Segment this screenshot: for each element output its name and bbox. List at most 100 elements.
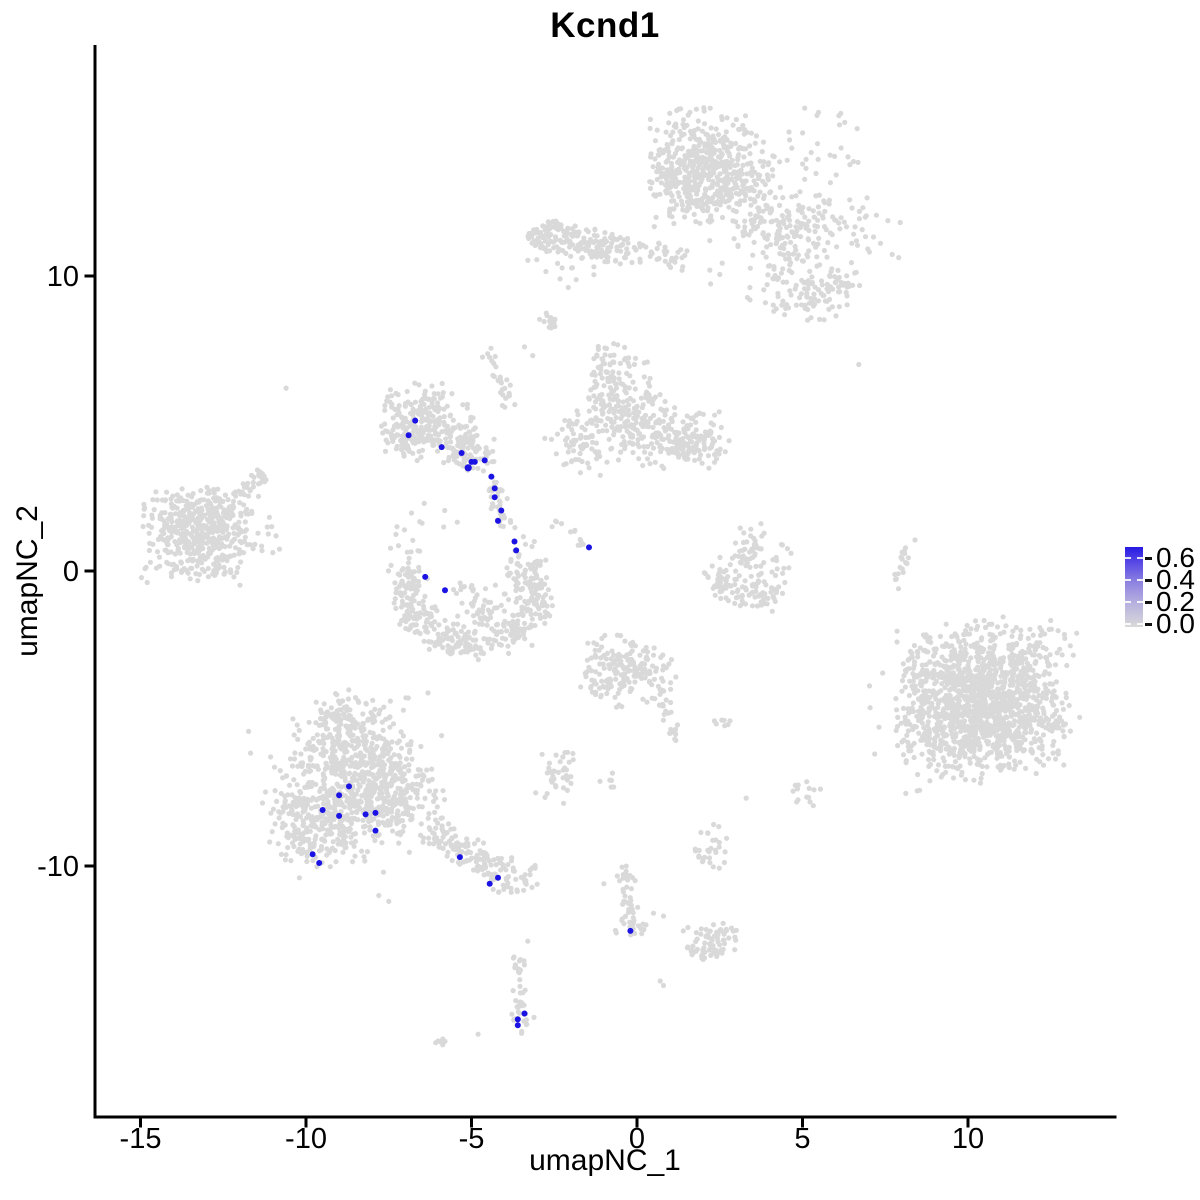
cell-point	[259, 543, 265, 549]
cell-point	[852, 224, 858, 230]
cell-point	[545, 242, 551, 248]
cell-point	[811, 214, 818, 220]
cell-point	[684, 413, 690, 419]
cell-point	[708, 429, 714, 435]
cell-point	[415, 427, 421, 433]
cell-point	[794, 228, 800, 234]
cell-point	[698, 159, 704, 165]
cell-point	[765, 177, 771, 183]
cell-point	[402, 403, 408, 409]
cell-point	[486, 450, 492, 456]
cell-point	[848, 260, 855, 266]
cell-point	[241, 550, 247, 556]
cell-point	[650, 164, 656, 170]
cell-point	[1016, 689, 1022, 695]
cell-point	[430, 404, 436, 410]
cell-point	[1008, 713, 1015, 719]
cell-point	[557, 276, 563, 282]
cell-point	[525, 581, 531, 587]
cell-point	[144, 579, 150, 586]
cell-point	[819, 282, 825, 288]
cell-point	[907, 707, 913, 713]
cell-point	[971, 746, 977, 752]
cell-point	[845, 280, 851, 286]
cell-point	[955, 694, 961, 700]
cell-point	[933, 678, 940, 685]
cell-point	[404, 446, 410, 452]
cell-point	[1032, 646, 1039, 653]
cell-point	[459, 600, 465, 606]
cell-point	[709, 563, 715, 569]
cell-point	[780, 266, 786, 272]
cell-point	[493, 364, 499, 370]
cell-point	[439, 429, 445, 435]
cell-point	[622, 424, 629, 430]
cell-point	[195, 578, 201, 584]
cell-point	[900, 752, 907, 758]
cell-point	[586, 465, 592, 471]
cell-point	[753, 563, 759, 570]
cell-point	[1048, 617, 1054, 624]
cell-point	[934, 721, 940, 727]
cell-point	[221, 507, 227, 513]
cell-point	[585, 229, 591, 235]
cell-point	[199, 530, 205, 536]
cell-point	[635, 437, 641, 443]
cell-point	[141, 513, 147, 519]
cell-point	[201, 512, 207, 519]
cell-point	[644, 359, 651, 365]
cell-point	[1067, 728, 1073, 734]
cell-point	[974, 756, 981, 762]
cell-point	[391, 600, 397, 606]
cell-point	[902, 684, 909, 690]
cell-point	[1011, 722, 1017, 728]
cell-point	[698, 433, 704, 439]
cell-point	[631, 244, 637, 251]
cell-point	[997, 718, 1003, 724]
cell-point	[542, 245, 548, 252]
cell-point	[781, 565, 787, 571]
cell-point	[455, 621, 461, 627]
cell-point	[444, 403, 450, 409]
cell-point	[442, 507, 448, 514]
cell-point	[954, 688, 961, 694]
cell-point	[429, 383, 435, 389]
cell-point	[856, 361, 862, 368]
cell-point	[399, 578, 405, 584]
cell-point	[872, 751, 878, 757]
cell-point	[277, 768, 283, 774]
cell-point	[827, 230, 834, 236]
cell-point	[979, 686, 985, 692]
cell-point	[584, 421, 590, 427]
cell-point	[679, 161, 686, 167]
cell-point	[597, 250, 603, 256]
cell-point	[666, 422, 672, 428]
cell-point	[562, 417, 568, 424]
cell-point	[193, 571, 199, 577]
cell-point	[235, 564, 241, 571]
cell-point	[838, 110, 844, 116]
cell-point	[662, 249, 668, 255]
cell-point	[732, 576, 738, 583]
cell-point	[611, 410, 617, 416]
cell-point	[1036, 721, 1042, 727]
cell-point	[696, 456, 702, 462]
cell-point	[990, 653, 997, 659]
cell-point	[731, 236, 737, 242]
cell-point	[693, 419, 699, 425]
cell-point	[718, 575, 725, 581]
cell-point	[1037, 632, 1044, 639]
cell-point	[190, 558, 196, 564]
cell-point	[641, 374, 647, 380]
cell-point	[805, 236, 811, 242]
cell-point	[758, 602, 765, 608]
cell-point	[761, 159, 767, 165]
cell-point	[742, 224, 748, 230]
cell-point	[429, 413, 436, 419]
cell-point	[708, 281, 714, 287]
cell-point	[740, 162, 746, 168]
cell-point	[729, 590, 736, 596]
cell-point	[707, 219, 713, 225]
cell-point	[937, 633, 944, 640]
